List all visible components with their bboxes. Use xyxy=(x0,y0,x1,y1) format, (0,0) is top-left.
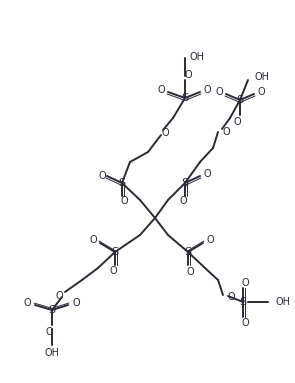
Text: O: O xyxy=(241,318,249,328)
Text: O: O xyxy=(203,85,211,95)
Text: O: O xyxy=(55,291,63,301)
Text: S: S xyxy=(184,247,191,257)
Text: S: S xyxy=(181,178,189,188)
Text: O: O xyxy=(257,87,265,97)
Text: O: O xyxy=(120,196,128,206)
Text: O: O xyxy=(179,196,187,206)
Text: S: S xyxy=(181,93,189,103)
Text: OH: OH xyxy=(276,297,291,307)
Text: O: O xyxy=(186,267,194,277)
Text: O: O xyxy=(233,117,241,127)
Text: O: O xyxy=(161,128,169,138)
Text: O: O xyxy=(222,127,230,137)
Text: O: O xyxy=(203,169,211,179)
Text: O: O xyxy=(184,70,192,80)
Text: S: S xyxy=(118,178,126,188)
Text: OH: OH xyxy=(255,72,270,82)
Text: O: O xyxy=(241,278,249,288)
Text: O: O xyxy=(227,292,235,302)
Text: O: O xyxy=(98,171,106,181)
Text: S: S xyxy=(112,247,119,257)
Text: O: O xyxy=(109,266,117,276)
Text: OH: OH xyxy=(45,348,60,358)
Text: S: S xyxy=(48,305,55,315)
Text: S: S xyxy=(236,95,244,105)
Text: O: O xyxy=(206,235,214,245)
Text: OH: OH xyxy=(190,52,205,62)
Text: O: O xyxy=(157,85,165,95)
Text: O: O xyxy=(23,298,31,308)
Text: O: O xyxy=(215,87,223,97)
Text: O: O xyxy=(45,327,53,337)
Text: O: O xyxy=(89,235,97,245)
Text: S: S xyxy=(240,297,247,307)
Text: O: O xyxy=(72,298,80,308)
